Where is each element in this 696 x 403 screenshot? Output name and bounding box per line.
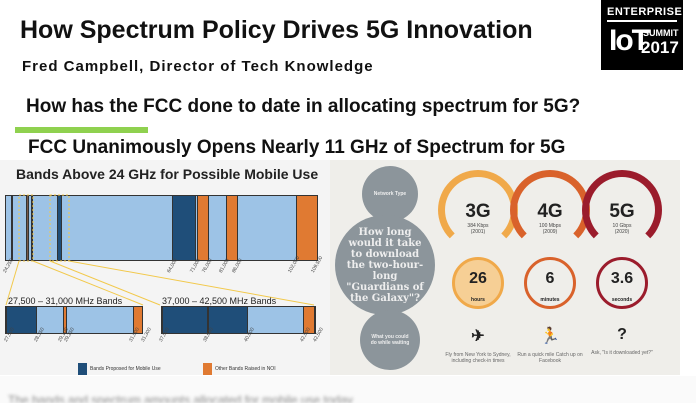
network-speed: 384 Kbps: [467, 223, 489, 229]
band-segment: [133, 307, 143, 333]
band-segment: [296, 196, 318, 260]
slide-question: How has the FCC done to date in allocati…: [26, 96, 581, 117]
network-3g: 3G 384 Kbps (2001): [443, 201, 513, 235]
network-name: 4G: [537, 201, 563, 222]
section-heading: FCC Unanimously Opens Nearly 11 GHz of S…: [28, 137, 566, 158]
footer-area: [0, 376, 696, 403]
gauge-5g: [582, 170, 662, 250]
legend-swatch: [78, 363, 87, 375]
clock-4g: 6 minutes: [524, 257, 576, 309]
activity-text: Ask, "Is it downloaded yet?": [591, 350, 653, 356]
band-segment: [26, 196, 29, 260]
logo-text: SUMMIT: [643, 28, 679, 38]
enterprise-iot-logo: ENTERPRISE IoT SUMMIT 2017: [601, 0, 683, 70]
clock-5g: 3.6 seconds: [596, 257, 648, 309]
download-unit: hours: [471, 297, 485, 303]
legend-swatch: [203, 363, 212, 375]
band-segment: [31, 196, 33, 260]
network-speed: 100 Mbps: [539, 223, 561, 229]
airplane-icon: ✈: [471, 328, 485, 345]
network-name: 5G: [609, 201, 635, 222]
accent-underline: [15, 127, 148, 133]
band-segment: [226, 196, 238, 260]
slide-title: How Spectrum Policy Drives 5G Innovation: [20, 16, 533, 44]
runner-icon: 🏃: [540, 328, 560, 345]
band-segment: [57, 196, 62, 260]
sub-bar-2: [161, 306, 316, 334]
logo-text: ENTERPRISE: [607, 6, 682, 22]
band-segment: [208, 307, 248, 333]
download-unit: minutes: [540, 297, 560, 303]
band-segment: [162, 307, 208, 333]
network-5g: 5G 10 Gbps (2020): [587, 201, 657, 235]
question-bubble: How long would it take to download the t…: [335, 215, 435, 315]
question-icon: ?: [617, 326, 627, 343]
activity-text: Run a quick mile Catch up on Facebook: [517, 352, 583, 364]
infographic-image: Network Type How long would it take to d…: [330, 160, 680, 375]
network-year: (2020): [614, 229, 630, 235]
band-segment: [172, 196, 196, 260]
network-year: (2009): [542, 229, 558, 235]
network-name: 3G: [465, 201, 491, 222]
network-speed: 10 Gbps: [612, 223, 632, 229]
legend-other: Other Bands Raised in NOI: [203, 363, 276, 375]
footer-text: The bands and spectrum amounts allocated…: [8, 393, 353, 403]
band-segment: [6, 307, 37, 333]
activity-3g: ✈ Fly from New York to Sydney, including …: [443, 326, 513, 364]
band-segment: [197, 196, 209, 260]
network-type-bubble: Network Type: [362, 166, 418, 222]
clock-3g: 26 hours: [452, 257, 504, 309]
network-4g: 4G 100 Mbps (2009): [515, 201, 585, 235]
bands-chart-image: Bands Above 24 GHz for Possible Mobile U…: [0, 160, 330, 375]
band-segment: [63, 307, 67, 333]
sub-bar-1: [5, 306, 143, 334]
band-segment: [11, 196, 13, 260]
band-segment: [303, 307, 315, 333]
activity-4g: 🏃 Run a quick mile Catch up on Facebook: [515, 326, 585, 364]
download-unit: seconds: [611, 297, 633, 303]
bands-chart-title: Bands Above 24 GHz for Possible Mobile U…: [16, 166, 319, 182]
activity-5g: ? Ask, "Is it downloaded yet?": [587, 326, 657, 356]
spectrum-bar: [5, 195, 318, 261]
download-time: 26: [469, 270, 487, 287]
sub-chart-title: 27,500 – 31,000 MHz Bands: [8, 296, 123, 306]
activity-text: Fly from New York to Sydney, including c…: [445, 352, 511, 364]
logo-text: IoT: [609, 24, 650, 57]
slide-subtitle: Fred Campbell, Director of Tech Knowledg…: [22, 58, 374, 75]
download-time: 3.6: [610, 270, 634, 287]
sub-chart-title: 37,000 – 42,500 MHz Bands: [162, 296, 277, 306]
waiting-bubble: What you could do while waiting: [360, 310, 420, 370]
legend-label: Other Bands Raised in NOI: [215, 366, 276, 372]
network-year: (2001): [470, 229, 486, 235]
logo-text: 2017: [641, 38, 679, 57]
download-time: 6: [545, 270, 555, 287]
legend-mobile: Bands Proposed for Mobile Use: [78, 363, 161, 375]
zoom-lines: [5, 194, 315, 306]
legend-label: Bands Proposed for Mobile Use: [90, 366, 161, 372]
